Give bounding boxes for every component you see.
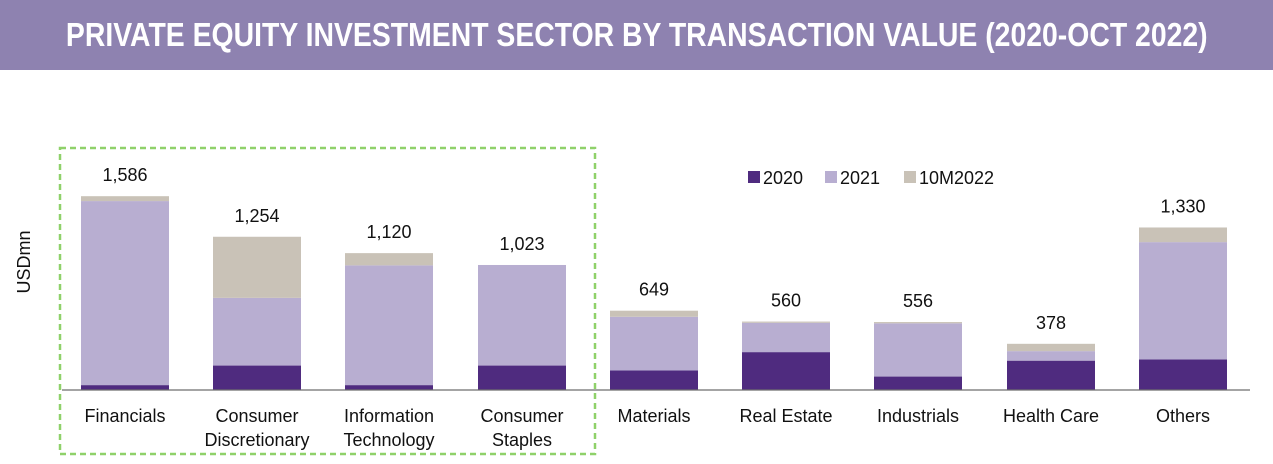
total-label: 1,330	[1160, 196, 1205, 216]
category-label: Discretionary	[204, 430, 309, 450]
bar-2021-7	[1007, 351, 1095, 361]
bar-10M2022-2	[345, 253, 433, 266]
bar-2021-4	[610, 316, 698, 371]
bar-2021-0	[81, 201, 169, 386]
bar-10M2022-5	[742, 321, 830, 323]
legend-label: 2021	[840, 168, 880, 188]
title-bar: PRIVATE EQUITY INVESTMENT SECTOR BY TRAN…	[0, 0, 1273, 70]
bar-10M2022-4	[610, 310, 698, 317]
category-label: Materials	[617, 406, 690, 426]
bar-2020-4	[610, 370, 698, 390]
bar-2021-3	[478, 264, 566, 366]
category-label: Information	[344, 406, 434, 426]
category-label: Financials	[84, 406, 165, 426]
category-label: Staples	[492, 430, 552, 450]
legend-label: 2020	[763, 168, 803, 188]
bar-10M2022-0	[81, 196, 169, 202]
bar-2021-1	[213, 297, 301, 366]
bar-2020-3	[478, 365, 566, 390]
y-axis-label: USDmn	[14, 230, 34, 293]
total-label: 1,120	[366, 222, 411, 242]
total-label: 1,254	[234, 206, 279, 226]
bar-2020-0	[81, 385, 169, 390]
legend-swatch-2021	[825, 171, 837, 183]
category-label: Consumer	[480, 406, 563, 426]
legend-swatch-2020	[748, 171, 760, 183]
category-label: Technology	[343, 430, 434, 450]
total-label: 649	[639, 280, 669, 300]
bar-2021-2	[345, 265, 433, 386]
category-label: Health Care	[1003, 406, 1099, 426]
bar-2020-5	[742, 352, 830, 390]
total-label: 1,023	[499, 234, 544, 254]
bar-2020-7	[1007, 360, 1095, 390]
category-label: Consumer	[215, 406, 298, 426]
total-label: 556	[903, 291, 933, 311]
bar-2021-8	[1139, 242, 1227, 360]
total-label: 378	[1036, 313, 1066, 333]
bar-2020-2	[345, 385, 433, 390]
bar-10M2022-7	[1007, 343, 1095, 352]
bar-2020-6	[874, 376, 962, 390]
bar-2021-5	[742, 322, 830, 353]
bar-10M2022-8	[1139, 227, 1227, 243]
legend-swatch-10M2022	[904, 171, 916, 183]
category-label: Real Estate	[739, 406, 832, 426]
total-label: 1,586	[102, 165, 147, 185]
total-label: 560	[771, 291, 801, 311]
bar-2020-8	[1139, 359, 1227, 390]
bar-2021-6	[874, 323, 962, 377]
category-label: Industrials	[877, 406, 959, 426]
bar-10M2022-6	[874, 322, 962, 324]
legend-label: 10M2022	[919, 168, 994, 188]
chart-title: PRIVATE EQUITY INVESTMENT SECTOR BY TRAN…	[65, 16, 1208, 53]
bar-2020-1	[213, 365, 301, 390]
category-label: Others	[1156, 406, 1210, 426]
bar-10M2022-1	[213, 236, 301, 298]
